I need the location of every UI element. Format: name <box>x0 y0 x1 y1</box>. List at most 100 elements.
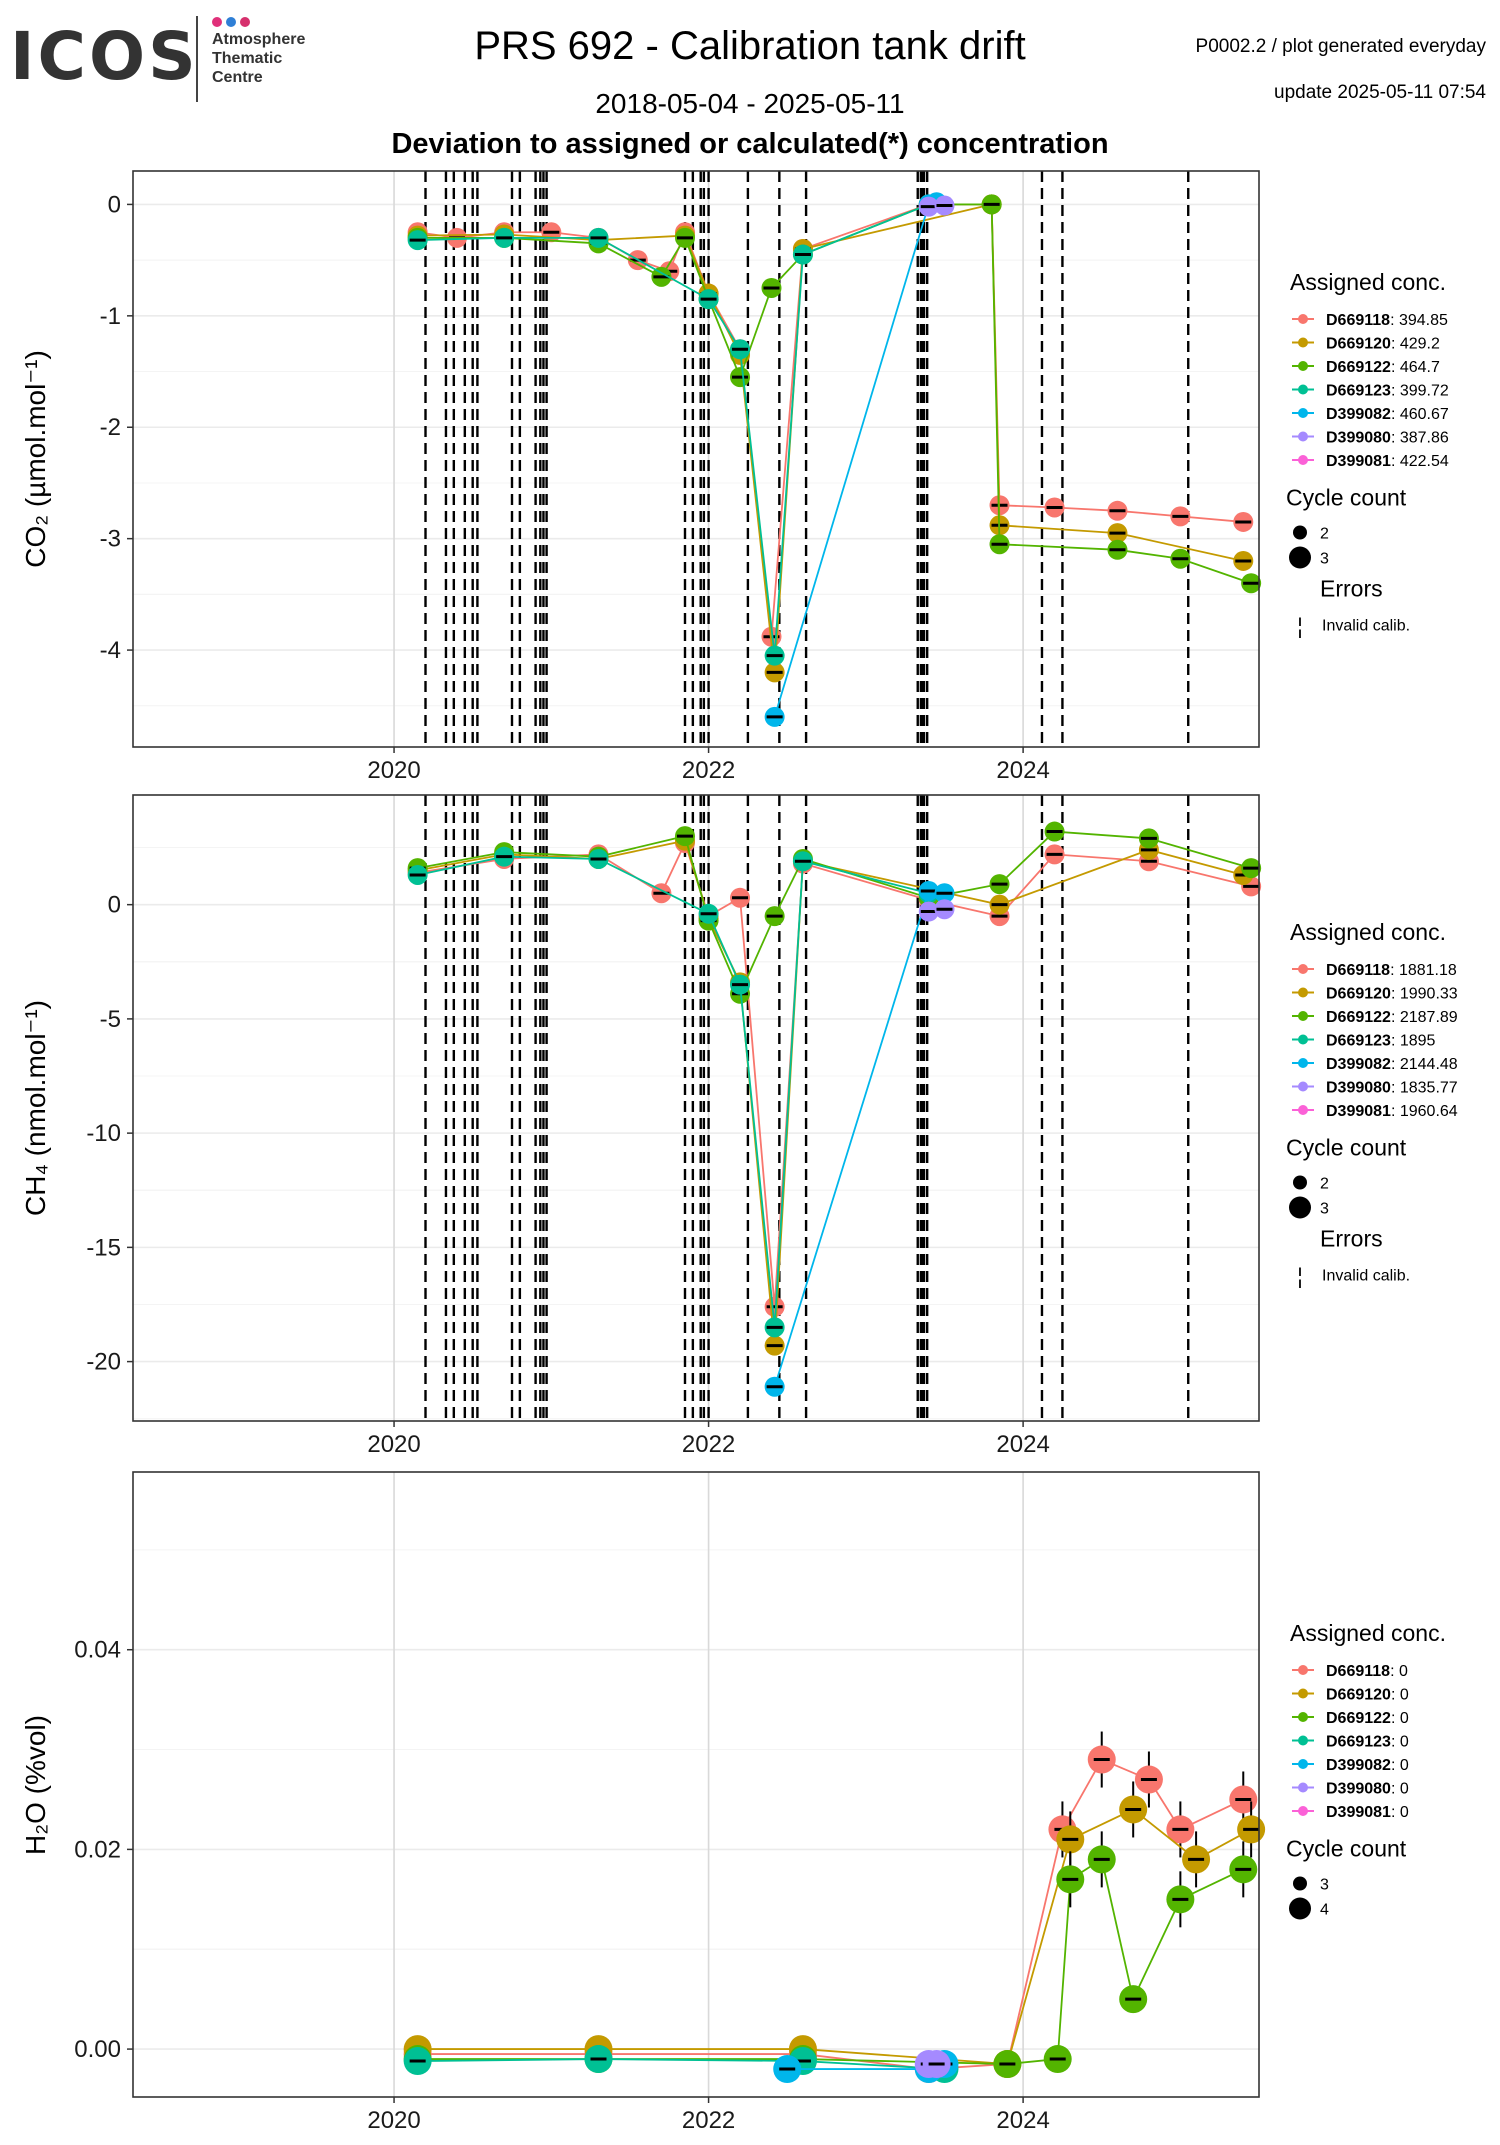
invalid-calibration-lines <box>424 795 1190 1421</box>
x-tick-label: 2020 <box>367 1431 420 1458</box>
series-line-D669123 <box>417 855 929 1328</box>
page-title: PRS 692 - Calibration tank drift <box>474 24 1026 68</box>
legend-key-dot <box>1298 1688 1308 1699</box>
legend-tank-id: D399080 <box>1326 1080 1391 1097</box>
legend-tank-id: D669122 <box>1326 359 1391 376</box>
y-tick-label: -1 <box>100 303 121 330</box>
legend-tank-value: : 394.85 <box>1390 312 1448 329</box>
grid <box>133 171 1259 747</box>
generation-info: P0002.2 / plot generated everyday update… <box>1196 12 1486 127</box>
legend-entry: D669123: 1895 <box>1326 1033 1436 1050</box>
cycle-count-title: Cycle count <box>1286 485 1407 511</box>
legend-tank-value: : 0 <box>1391 1710 1409 1727</box>
legend-key-dot <box>1298 987 1308 998</box>
x-tick-label: 2022 <box>682 1431 735 1458</box>
legend-key-dot <box>1298 1034 1308 1045</box>
legend-key-dot <box>1298 1806 1308 1816</box>
legend-entry: D399082: 0 <box>1326 1757 1409 1774</box>
x-tick-label: 2022 <box>682 757 735 784</box>
legend-key-dot <box>1298 1759 1308 1769</box>
date-range: 2018-05-04 - 2025-05-11 <box>595 88 905 119</box>
legend-key-dot <box>1298 1735 1308 1746</box>
legend-entry: D669123: 0 <box>1326 1734 1409 1751</box>
legend-entry: D399081: 422.54 <box>1326 453 1449 470</box>
legend-tank-id: D669118 <box>1326 962 1390 979</box>
cycle-size-key <box>1289 1897 1311 1920</box>
cycle-size-key <box>1293 525 1307 540</box>
cycle-size-label: 2 <box>1320 526 1329 543</box>
legend-tank-id: D669122 <box>1326 1009 1391 1026</box>
series-line-D399082 <box>773 201 937 718</box>
panel-border <box>132 794 1260 1422</box>
legend-key-dot <box>1298 1011 1308 1021</box>
logo-dot <box>240 17 250 27</box>
legend-entry: D399081: 0 <box>1326 1804 1409 1821</box>
cycle-size-label: 3 <box>1320 551 1329 568</box>
legend-tank-id: D399080 <box>1326 430 1391 447</box>
legend-tank-value: : 0 <box>1391 1687 1409 1704</box>
errors-label: Invalid calib. <box>1322 1268 1410 1285</box>
legend-tank-value: : 2144.48 <box>1391 1056 1458 1073</box>
errors-label: Invalid calib. <box>1322 618 1410 635</box>
icos-logo-text: ICOS <box>10 18 199 95</box>
y-tick-label: 0.02 <box>74 1836 121 1863</box>
invalid-calib-key: ¦ <box>1297 614 1303 639</box>
legend-entry: D399081: 1960.64 <box>1326 1103 1458 1120</box>
legend-entry: D669118: 1881.18 <box>1326 962 1457 979</box>
cycle-count-title: Cycle count <box>1286 1836 1407 1862</box>
legend-tank-value: : 387.86 <box>1391 430 1449 447</box>
y-tick-label: 0 <box>108 191 121 218</box>
y-tick-label: -10 <box>86 1120 121 1147</box>
series-group <box>407 821 1262 1397</box>
legend-key-dot <box>1298 1081 1308 1092</box>
legend-tank-value: : 1835.77 <box>1391 1080 1458 1097</box>
legend-key-dot <box>1298 1782 1308 1793</box>
legend-tank-value: : 1881.18 <box>1390 962 1457 979</box>
legend-tank-id: D399081 <box>1326 453 1391 470</box>
y-tick-label: -2 <box>100 414 121 441</box>
chart-panel-1: 2020 2022 2024 0 -1 -2 -3 -4 CO₂ (µmol.mol⁻¹) Ass… <box>20 170 1449 784</box>
legend-tank-id: D399081 <box>1326 1804 1391 1821</box>
legend-entry: D669120: 0 <box>1326 1687 1409 1704</box>
series-line-D669120 <box>417 1808 1252 2066</box>
legend-entry: D669120: 1990.33 <box>1326 986 1458 1003</box>
legend-tank-value: : 0 <box>1391 1757 1409 1774</box>
legend-tank-value: : 0 <box>1391 1804 1409 1821</box>
invalid-calib-key: ¦ <box>1297 1264 1303 1289</box>
cycle-size-key <box>1289 1196 1311 1219</box>
legend-tank-value: : 1960.64 <box>1391 1103 1458 1120</box>
meta-line-1: P0002.2 / plot generated everyday <box>1195 36 1486 57</box>
errors-title: Errors <box>1320 1226 1383 1252</box>
legend-entry: D669123: 399.72 <box>1326 383 1449 400</box>
y-axis-label: CH₄ (nmol.mol⁻¹) <box>20 1000 51 1216</box>
x-tick-label: 2022 <box>682 2107 735 2134</box>
legend-key-dot <box>1298 1665 1308 1675</box>
legend-tank-id: D669123 <box>1326 1734 1391 1751</box>
legend-tank-id: D669118 <box>1326 1663 1390 1680</box>
cycle-size-key <box>1289 546 1311 569</box>
legend-key-dot <box>1298 408 1308 418</box>
legend-key-dot <box>1298 1105 1308 1115</box>
legend-key-dot <box>1298 1058 1308 1068</box>
legend-key-dot <box>1298 431 1308 442</box>
legend-entry: D669118: 0 <box>1326 1663 1408 1680</box>
series-line-D669122 <box>417 1857 1244 2065</box>
y-tick-label: 0.04 <box>74 1637 121 1664</box>
legend-tank-id: D669123 <box>1326 1033 1391 1050</box>
y-tick-label: 0 <box>108 892 121 919</box>
chart-panel-3: 2020 2022 2024 0.00 0.02 0.04 H₂O (%vol) Assign… <box>20 1471 1446 2134</box>
legend-tank-id: D669120 <box>1326 1687 1391 1704</box>
cycle-size-key <box>1293 1876 1307 1891</box>
legend-tank-value: : 1990.33 <box>1391 986 1458 1003</box>
legend-title: Assigned conc. <box>1290 919 1446 945</box>
legend-entry: D669122: 0 <box>1326 1710 1409 1727</box>
series-group <box>403 1731 1266 2084</box>
panel-border <box>132 170 1260 748</box>
legend-key-dot <box>1298 314 1308 324</box>
chart-subtitle: Deviation to assigned or calculated(*) c… <box>391 128 1109 160</box>
x-tick-label: 2020 <box>367 2107 420 2134</box>
legend-tank-value: : 429.2 <box>1391 336 1440 353</box>
y-axis-label: H₂O (%vol) <box>20 1715 51 1855</box>
legend-title: Assigned conc. <box>1290 269 1446 295</box>
legend-entry: D399080: 387.86 <box>1326 430 1449 447</box>
